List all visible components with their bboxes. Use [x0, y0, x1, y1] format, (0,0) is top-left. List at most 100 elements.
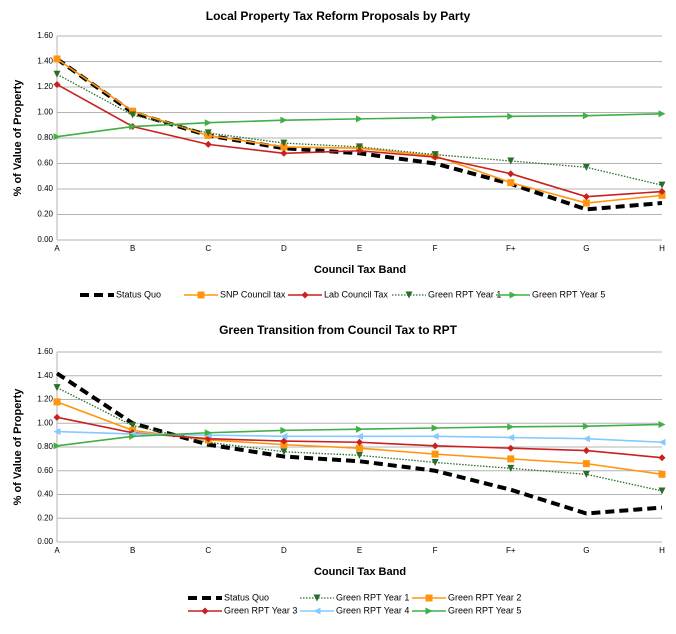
marker [431, 432, 439, 440]
marker [507, 464, 515, 472]
marker [658, 188, 666, 196]
marker [582, 193, 590, 201]
marker [507, 179, 515, 187]
marker [658, 454, 666, 462]
marker [658, 438, 666, 446]
series-line [56, 387, 663, 492]
x-tick-label: F+ [506, 546, 516, 555]
legend-marker [425, 594, 433, 602]
series-line [56, 83, 663, 198]
marker [582, 112, 590, 120]
x-tick-label: A [54, 244, 60, 253]
legend-label: Green RPT Year 1 [428, 289, 501, 299]
marker [280, 448, 288, 456]
marker [582, 422, 590, 430]
x-tick-label: E [357, 546, 362, 555]
marker [129, 422, 137, 430]
x-tick-label: G [583, 546, 589, 555]
marker [507, 434, 515, 441]
series-line [55, 57, 663, 212]
x-axis-title: Council Tax Band [314, 264, 406, 276]
marker [53, 133, 61, 141]
marker [582, 199, 590, 207]
marker [204, 119, 212, 127]
x-tick-label: C [205, 244, 211, 253]
marker [356, 444, 363, 452]
chart-title: Local Property Tax Reform Proposals by P… [206, 9, 471, 23]
marker [356, 432, 363, 440]
y-tick-label: 0.80 [37, 442, 53, 451]
y-tick-label: 0.40 [37, 490, 53, 499]
marker [204, 429, 212, 437]
x-tick-label: D [281, 244, 287, 253]
legend-label: Status Quo [224, 592, 269, 602]
y-tick-label: 1.20 [37, 82, 53, 91]
marker [129, 107, 137, 115]
x-axis-title: Council Tax Band [314, 566, 406, 578]
marker [356, 425, 363, 433]
x-tick-label: H [659, 546, 665, 555]
marker [356, 451, 363, 459]
marker [658, 420, 666, 428]
y-tick-label: 1.60 [37, 31, 53, 40]
marker [280, 441, 288, 449]
marker [431, 151, 439, 159]
marker [129, 111, 137, 119]
legend-marker [313, 607, 321, 615]
y-tick-label: 0.20 [37, 513, 53, 522]
marker [356, 438, 363, 446]
y-tick-label: 0.60 [37, 466, 53, 475]
legend-marker [509, 291, 517, 299]
x-tick-label: B [130, 244, 135, 253]
x-tick-label: A [54, 546, 60, 555]
marker [356, 147, 363, 155]
marker [204, 129, 212, 137]
marker [204, 140, 212, 148]
marker [431, 450, 439, 458]
marker [582, 435, 590, 443]
marker [658, 110, 666, 118]
x-tick-label: B [130, 546, 135, 555]
marker [431, 458, 439, 466]
marker [129, 432, 137, 440]
marker [507, 455, 515, 463]
legend-marker [201, 607, 209, 615]
series-line [56, 58, 663, 204]
legend-label: Green RPT Year 5 [448, 605, 521, 615]
marker [431, 114, 439, 122]
legend-label: Green RPT Year 2 [448, 592, 521, 602]
legend-label: Green RPT Year 3 [224, 605, 297, 615]
marker [53, 80, 61, 88]
marker [280, 139, 288, 147]
y-tick-label: 1.20 [37, 395, 53, 404]
y-tick-label: 1.60 [37, 347, 53, 356]
y-tick-label: 1.40 [37, 371, 53, 380]
marker [658, 470, 666, 478]
marker [431, 424, 439, 432]
legend-marker [425, 607, 433, 615]
legend-label: SNP Council tax [220, 289, 286, 299]
y-tick-label: 1.00 [37, 418, 53, 427]
marker [507, 157, 515, 165]
chart-title: Green Transition from Council Tax to RPT [219, 323, 457, 337]
y-tick-label: 0.40 [37, 184, 53, 193]
marker [507, 170, 515, 178]
marker [53, 384, 61, 392]
y-tick-label: 0.60 [37, 159, 53, 168]
y-tick-label: 0.00 [37, 235, 53, 244]
legend-label: Lab Council Tax [324, 289, 388, 299]
series-line [55, 371, 663, 516]
marker [658, 191, 666, 199]
marker [507, 423, 515, 431]
marker [280, 143, 288, 151]
marker [507, 112, 515, 120]
legend-marker [313, 594, 321, 602]
marker [280, 432, 288, 440]
legend-marker [301, 291, 309, 299]
legend-label: Green RPT Year 5 [532, 289, 605, 299]
marker [582, 470, 590, 478]
marker [658, 181, 666, 189]
y-tick-label: 0.80 [37, 133, 53, 142]
legend-label: Green RPT Year 4 [336, 605, 409, 615]
